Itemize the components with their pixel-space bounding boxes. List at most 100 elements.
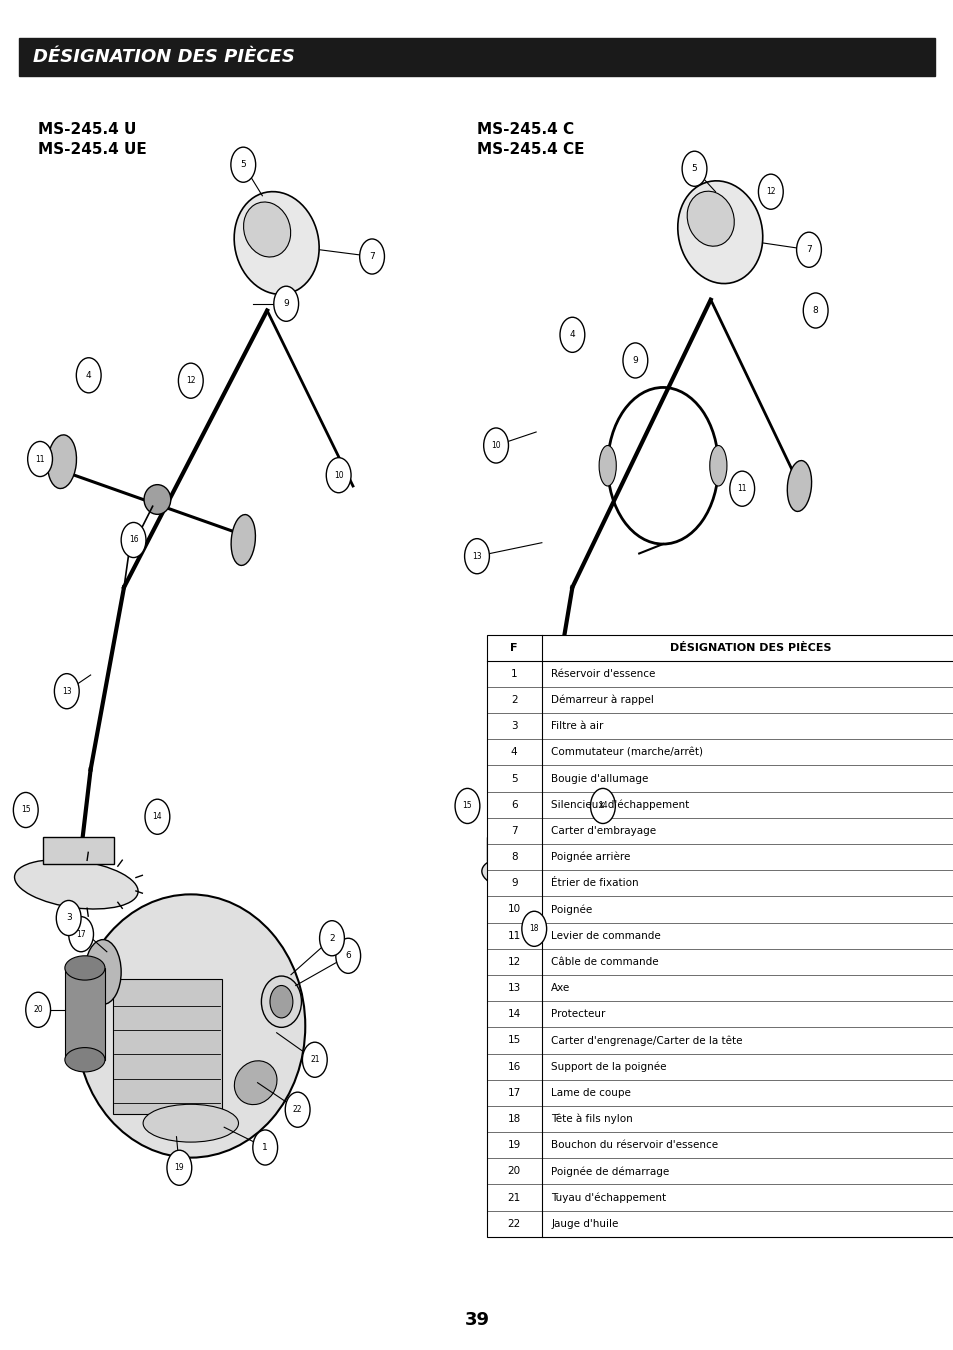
Ellipse shape — [481, 855, 586, 895]
Text: 13: 13 — [507, 983, 520, 994]
Text: Protecteur: Protecteur — [551, 1010, 605, 1019]
Circle shape — [622, 343, 647, 378]
Text: Carter d'embrayage: Carter d'embrayage — [551, 826, 656, 836]
Circle shape — [231, 147, 255, 182]
Text: Poignée de démarrage: Poignée de démarrage — [551, 1166, 669, 1177]
Circle shape — [121, 522, 146, 558]
Ellipse shape — [261, 976, 301, 1027]
Circle shape — [13, 792, 38, 828]
Text: DÉSIGNATION DES PIÈCES: DÉSIGNATION DES PIÈCES — [33, 47, 295, 66]
Ellipse shape — [76, 895, 305, 1158]
Text: 15: 15 — [507, 1035, 520, 1045]
Text: 1: 1 — [262, 1143, 268, 1152]
Text: 20: 20 — [33, 1006, 43, 1014]
Text: 21: 21 — [507, 1192, 520, 1203]
Circle shape — [167, 1150, 192, 1185]
Ellipse shape — [48, 435, 76, 489]
Text: 17: 17 — [507, 1088, 520, 1098]
Text: 16: 16 — [507, 1061, 520, 1072]
Text: Commutateur (marche/arrêt): Commutateur (marche/arrêt) — [551, 748, 702, 757]
Text: 11: 11 — [737, 485, 746, 493]
Text: 4: 4 — [86, 371, 91, 379]
Text: Filtre à air: Filtre à air — [551, 721, 603, 732]
Text: 7: 7 — [369, 252, 375, 261]
Text: 8: 8 — [812, 306, 818, 315]
Text: 5: 5 — [240, 161, 246, 169]
Text: 21: 21 — [310, 1056, 319, 1064]
Text: 7: 7 — [805, 246, 811, 254]
Text: 6: 6 — [511, 799, 517, 810]
Text: 5: 5 — [511, 774, 517, 783]
Text: 18: 18 — [529, 925, 538, 933]
Circle shape — [681, 151, 706, 186]
Circle shape — [270, 986, 293, 1018]
Text: Réservoir d'essence: Réservoir d'essence — [551, 668, 655, 679]
Text: 22: 22 — [293, 1106, 302, 1114]
Text: 3: 3 — [66, 914, 71, 922]
Ellipse shape — [786, 460, 811, 512]
Bar — [486, 634, 953, 1237]
Text: 5: 5 — [691, 165, 697, 173]
Bar — [65, 968, 105, 1060]
Text: 1: 1 — [511, 668, 517, 679]
Text: 9: 9 — [511, 879, 517, 888]
Circle shape — [326, 458, 351, 493]
Text: 19: 19 — [174, 1164, 184, 1172]
Text: 19: 19 — [507, 1141, 520, 1150]
Bar — [112, 979, 222, 1114]
Text: 15: 15 — [21, 806, 30, 814]
Circle shape — [69, 917, 93, 952]
Circle shape — [54, 674, 79, 709]
Ellipse shape — [231, 514, 255, 566]
Circle shape — [796, 232, 821, 267]
Text: 10: 10 — [334, 471, 343, 479]
Text: Axe: Axe — [551, 983, 570, 994]
Circle shape — [26, 992, 51, 1027]
Text: Tête à fils nylon: Tête à fils nylon — [551, 1114, 633, 1125]
Text: 10: 10 — [507, 904, 520, 914]
Ellipse shape — [709, 446, 726, 486]
Circle shape — [359, 239, 384, 274]
Circle shape — [302, 1042, 327, 1077]
Text: Démarreur à rappel: Démarreur à rappel — [551, 695, 654, 705]
Text: Poignée arrière: Poignée arrière — [551, 852, 630, 863]
Text: 22: 22 — [507, 1219, 520, 1228]
Text: 4: 4 — [569, 331, 575, 339]
Text: 12: 12 — [507, 957, 520, 967]
Text: 2: 2 — [511, 695, 517, 705]
Circle shape — [145, 799, 170, 834]
Circle shape — [521, 911, 546, 946]
Text: 20: 20 — [507, 1166, 520, 1176]
Bar — [19, 38, 934, 76]
Text: Support de la poignée: Support de la poignée — [551, 1061, 666, 1072]
Text: 14: 14 — [152, 813, 162, 821]
Text: 17: 17 — [76, 930, 86, 938]
Text: 4: 4 — [511, 748, 517, 757]
Text: Câble de commande: Câble de commande — [551, 957, 659, 967]
Text: 14: 14 — [507, 1010, 520, 1019]
Text: 11: 11 — [507, 930, 520, 941]
Text: Jauge d'huile: Jauge d'huile — [551, 1219, 618, 1228]
Circle shape — [274, 286, 298, 321]
Text: Carter d'engrenage/Carter de la tête: Carter d'engrenage/Carter de la tête — [551, 1035, 742, 1046]
Text: MS-245.4 C
MS-245.4 CE: MS-245.4 C MS-245.4 CE — [476, 122, 584, 158]
Circle shape — [56, 900, 81, 936]
Circle shape — [729, 471, 754, 506]
Ellipse shape — [14, 860, 138, 909]
Circle shape — [483, 428, 508, 463]
Ellipse shape — [85, 940, 121, 1004]
Text: 12: 12 — [765, 188, 775, 196]
Text: 12: 12 — [186, 377, 195, 385]
Ellipse shape — [677, 181, 762, 284]
Circle shape — [28, 441, 52, 477]
Text: Étrier de fixation: Étrier de fixation — [551, 879, 639, 888]
Text: F: F — [510, 643, 517, 652]
Ellipse shape — [65, 956, 105, 980]
Circle shape — [590, 788, 615, 824]
Ellipse shape — [65, 1048, 105, 1072]
Circle shape — [559, 317, 584, 352]
Circle shape — [335, 938, 360, 973]
Ellipse shape — [144, 485, 171, 514]
Text: 13: 13 — [472, 552, 481, 560]
Circle shape — [464, 539, 489, 574]
